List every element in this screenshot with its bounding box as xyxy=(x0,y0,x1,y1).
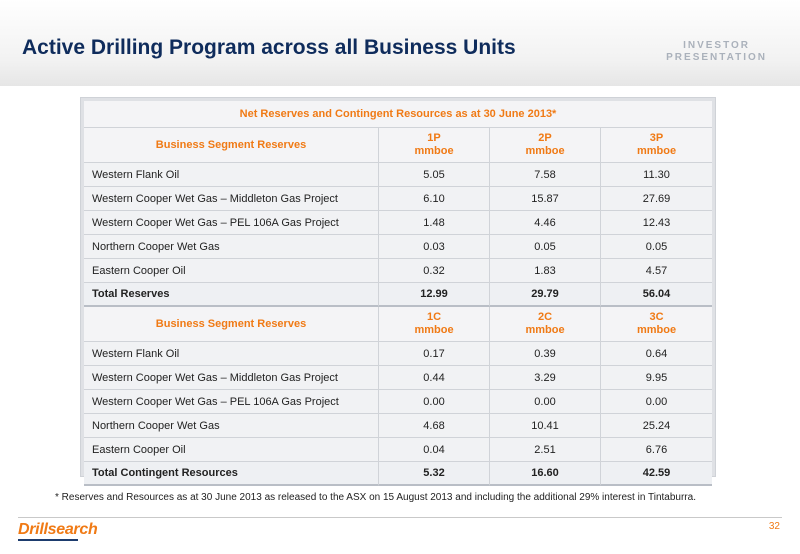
reserves-header-row: Business Segment Reserves 1P mmboe 2P mmbo… xyxy=(84,128,712,163)
page-number: 32 xyxy=(768,521,780,532)
total-value-cell: 56.04 xyxy=(601,283,712,307)
value-cell: 12.43 xyxy=(601,211,712,235)
table-row: Eastern Cooper Oil 0.04 2.51 6.76 xyxy=(84,438,712,462)
segment-name-cell: Western Flank Oil xyxy=(84,342,379,366)
value-cell: 11.30 xyxy=(601,163,712,187)
total-value-cell: 16.60 xyxy=(490,462,601,486)
contingent-column-header: 1C mmboe xyxy=(379,307,490,342)
table-row: Western Cooper Wet Gas – Middleton Gas P… xyxy=(84,366,712,390)
segment-name-cell: Northern Cooper Wet Gas xyxy=(84,235,379,259)
segment-name-cell: Northern Cooper Wet Gas xyxy=(84,414,379,438)
value-cell: 4.46 xyxy=(490,211,601,235)
reserves-table: Net Reserves and Contingent Resources as… xyxy=(84,101,712,486)
value-cell: 0.03 xyxy=(379,235,490,259)
table-row: Western Flank Oil 5.05 7.58 11.30 xyxy=(84,163,712,187)
value-cell: 5.05 xyxy=(379,163,490,187)
value-cell: 2.51 xyxy=(490,438,601,462)
value-cell: 9.95 xyxy=(601,366,712,390)
value-cell: 6.10 xyxy=(379,187,490,211)
total-value-cell: 5.32 xyxy=(379,462,490,486)
value-cell: 15.87 xyxy=(490,187,601,211)
segment-name-cell: Western Cooper Wet Gas – PEL 106A Gas Pr… xyxy=(84,390,379,414)
value-cell: 4.57 xyxy=(601,259,712,283)
logo-underline xyxy=(18,539,78,541)
segment-name-cell: Eastern Cooper Oil xyxy=(84,438,379,462)
footer-divider xyxy=(18,517,782,518)
segment-name-cell: Eastern Cooper Oil xyxy=(84,259,379,283)
total-value-cell: 12.99 xyxy=(379,283,490,307)
page-title: Active Drilling Program across all Busin… xyxy=(22,36,516,59)
slide-header: Active Drilling Program across all Busin… xyxy=(0,0,800,86)
reserves-table-container: Net Reserves and Contingent Resources as… xyxy=(80,97,716,486)
contingent-total-row: Total Contingent Resources 5.32 16.60 42.59 xyxy=(84,462,712,486)
segment-name-cell: Western Cooper Wet Gas – PEL 106A Gas Pr… xyxy=(84,211,379,235)
total-label-cell: Total Reserves xyxy=(84,283,379,307)
table-row: Western Flank Oil 0.17 0.39 0.64 xyxy=(84,342,712,366)
total-value-cell: 42.59 xyxy=(601,462,712,486)
footnote: * Reserves and Resources as at 30 June 2… xyxy=(55,492,696,503)
investor-label-line1: INVESTOR xyxy=(683,40,751,51)
table-caption: Net Reserves and Contingent Resources as… xyxy=(84,101,712,128)
value-cell: 0.00 xyxy=(490,390,601,414)
value-cell: 0.32 xyxy=(379,259,490,283)
reserves-segment-header: Business Segment Reserves xyxy=(84,128,379,163)
value-cell: 0.39 xyxy=(490,342,601,366)
reserves-table-body: Net Reserves and Contingent Resources as… xyxy=(84,101,712,486)
value-cell: 4.68 xyxy=(379,414,490,438)
contingent-segment-header: Business Segment Reserves xyxy=(84,307,379,342)
value-cell: 0.05 xyxy=(490,235,601,259)
contingent-header-row: Business Segment Reserves 1C mmboe 2C mmbo… xyxy=(84,307,712,342)
value-cell: 1.48 xyxy=(379,211,490,235)
value-cell: 0.05 xyxy=(601,235,712,259)
table-row: Eastern Cooper Oil 0.32 1.83 4.57 xyxy=(84,259,712,283)
total-value-cell: 29.79 xyxy=(490,283,601,307)
table-caption-row: Net Reserves and Contingent Resources as… xyxy=(84,101,712,128)
value-cell: 0.44 xyxy=(379,366,490,390)
value-cell: 27.69 xyxy=(601,187,712,211)
table-row: Western Cooper Wet Gas – PEL 106A Gas Pr… xyxy=(84,211,712,235)
value-cell: 0.64 xyxy=(601,342,712,366)
total-label-cell: Total Contingent Resources xyxy=(84,462,379,486)
value-cell: 6.76 xyxy=(601,438,712,462)
value-cell: 10.41 xyxy=(490,414,601,438)
table-row: Northern Cooper Wet Gas 0.03 0.05 0.05 xyxy=(84,235,712,259)
reserves-total-row: Total Reserves 12.99 29.79 56.04 xyxy=(84,283,712,307)
table-row: Western Cooper Wet Gas – Middleton Gas P… xyxy=(84,187,712,211)
reserves-column-header: 3P mmboe xyxy=(601,128,712,163)
value-cell: 0.00 xyxy=(601,390,712,414)
reserves-column-header: 2P mmboe xyxy=(490,128,601,163)
value-cell: 7.58 xyxy=(490,163,601,187)
value-cell: 0.17 xyxy=(379,342,490,366)
contingent-column-header: 2C mmboe xyxy=(490,307,601,342)
value-cell: 0.04 xyxy=(379,438,490,462)
table-row: Northern Cooper Wet Gas 4.68 10.41 25.24 xyxy=(84,414,712,438)
reserves-column-header: 1P mmboe xyxy=(379,128,490,163)
value-cell: 25.24 xyxy=(601,414,712,438)
table-row: Western Cooper Wet Gas – PEL 106A Gas Pr… xyxy=(84,390,712,414)
value-cell: 0.00 xyxy=(379,390,490,414)
investor-presentation-label: INVESTOR PRESENTATION xyxy=(666,40,767,64)
drillsearch-logo: Drillsearch xyxy=(18,521,98,538)
segment-name-cell: Western Cooper Wet Gas – Middleton Gas P… xyxy=(84,187,379,211)
value-cell: 1.83 xyxy=(490,259,601,283)
value-cell: 3.29 xyxy=(490,366,601,390)
segment-name-cell: Western Flank Oil xyxy=(84,163,379,187)
contingent-column-header: 3C mmboe xyxy=(601,307,712,342)
segment-name-cell: Western Cooper Wet Gas – Middleton Gas P… xyxy=(84,366,379,390)
investor-label-line2: PRESENTATION xyxy=(666,52,767,63)
